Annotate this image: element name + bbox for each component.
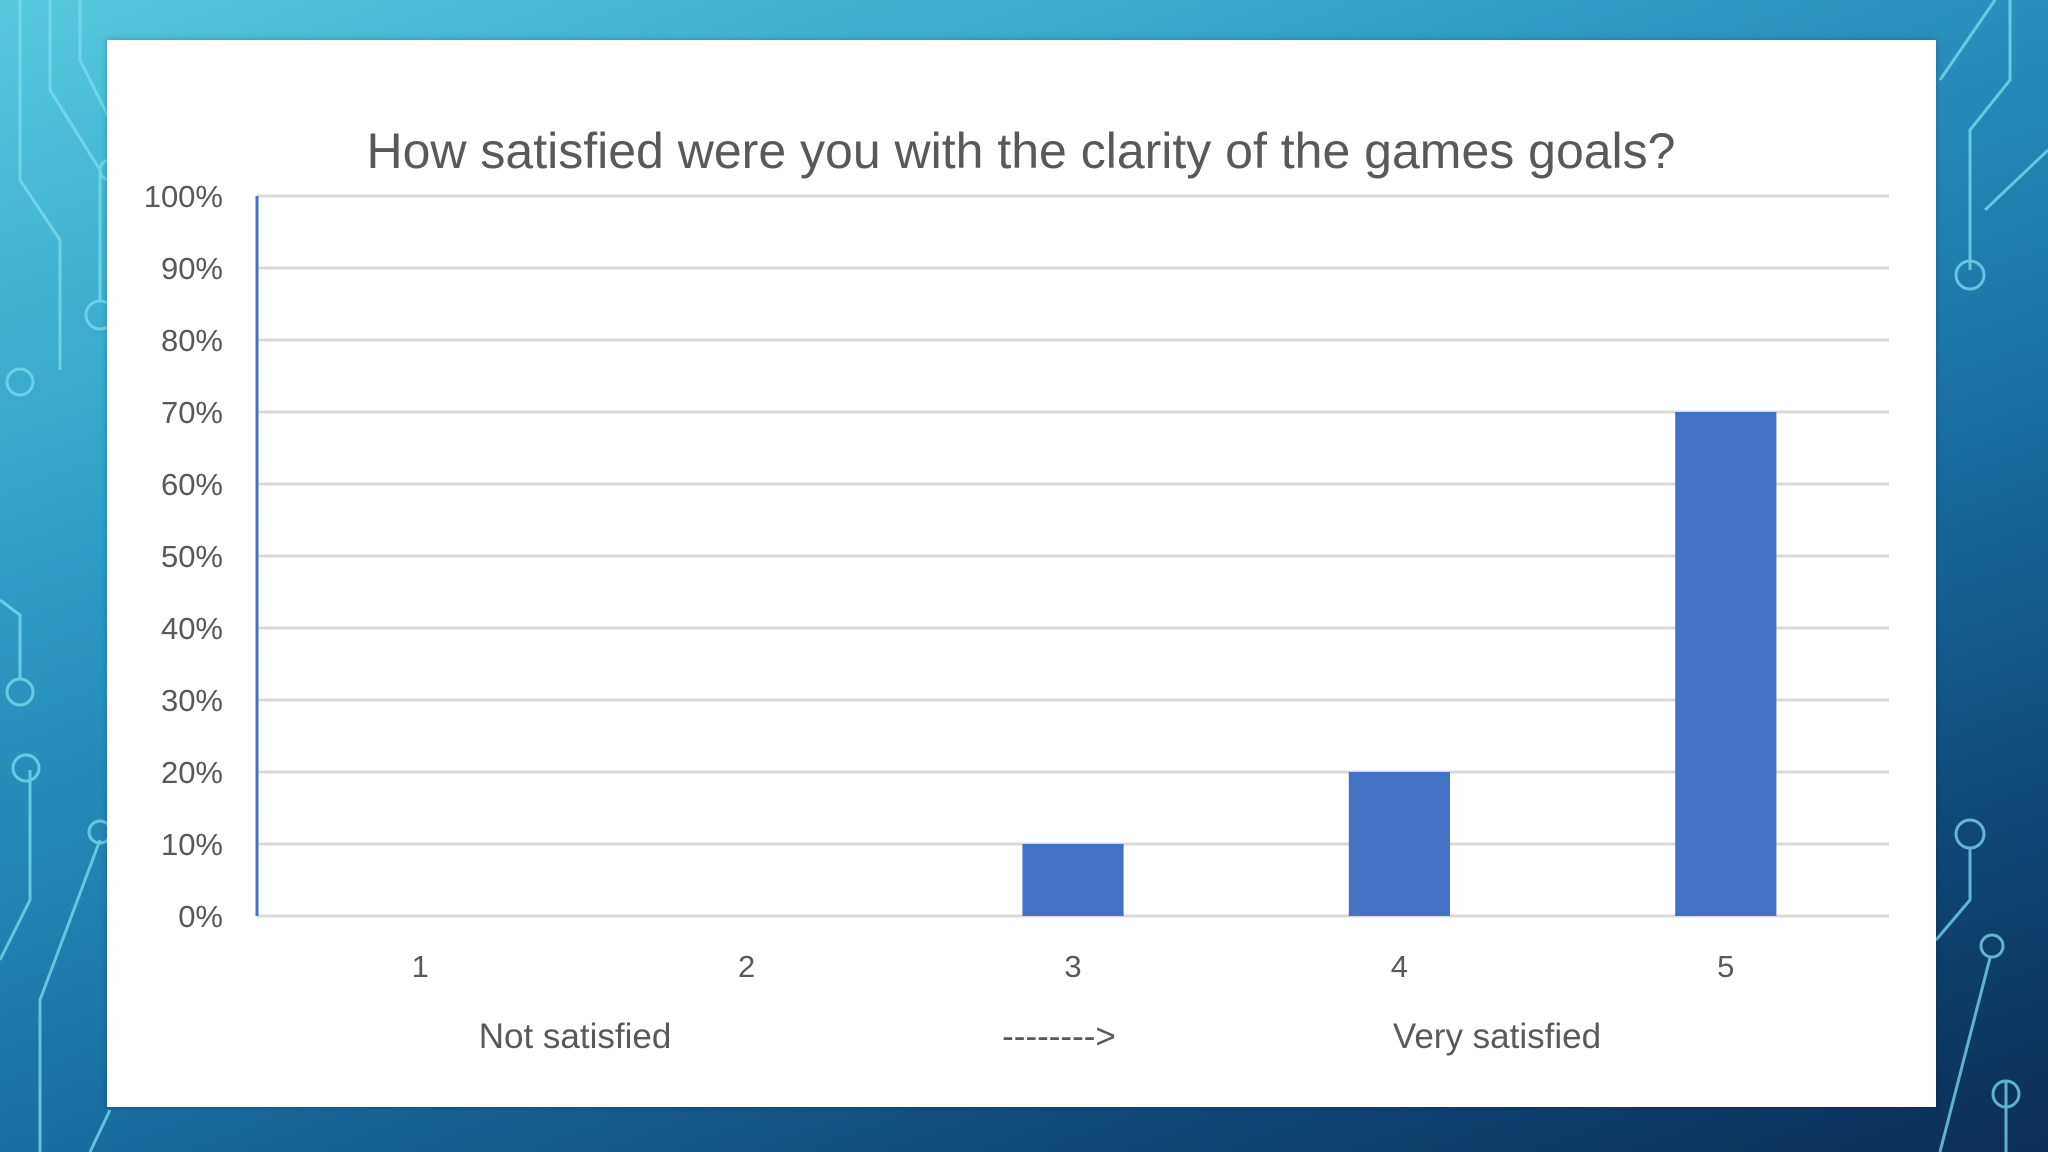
bars — [1022, 412, 1777, 916]
bar-3 — [1022, 844, 1124, 916]
y-tick-label: 100% — [144, 179, 223, 214]
scale-label-middle: --------> — [1002, 1017, 1116, 1056]
y-tick-label: 70% — [161, 395, 223, 430]
bar-5 — [1675, 412, 1777, 916]
y-tick-label: 40% — [161, 611, 223, 646]
y-tick-label: 50% — [161, 539, 223, 574]
y-tick-label: 10% — [161, 827, 223, 862]
y-tick-label: 30% — [161, 683, 223, 718]
x-tick-label: 5 — [1717, 949, 1734, 984]
bar-4 — [1348, 772, 1450, 916]
y-tick-label: 20% — [161, 755, 223, 790]
x-axis-ticks: 1 2 3 4 5 — [412, 949, 1735, 984]
x-tick-label: 4 — [1391, 949, 1408, 984]
y-tick-label: 90% — [161, 251, 223, 286]
scale-label-right: Very satisfied — [1393, 1017, 1601, 1056]
y-tick-label: 80% — [161, 323, 223, 358]
y-tick-label: 0% — [178, 899, 223, 934]
chart-title: How satisfied were you with the clarity … — [367, 123, 1676, 179]
bar-chart: How satisfied were you with the clarity … — [144, 123, 1889, 1056]
y-tick-label: 60% — [161, 467, 223, 502]
x-tick-label: 3 — [1064, 949, 1081, 984]
gridlines — [257, 194, 1889, 918]
x-tick-label: 2 — [738, 949, 755, 984]
x-tick-label: 1 — [412, 949, 429, 984]
scale-label-left: Not satisfied — [479, 1017, 672, 1056]
y-axis-ticks: 0% 10% 20% 30% 40% 50% 60% 70% 80% 90% 100% — [144, 179, 223, 934]
chart-panel: How satisfied were you with the clarity … — [107, 40, 1936, 1107]
